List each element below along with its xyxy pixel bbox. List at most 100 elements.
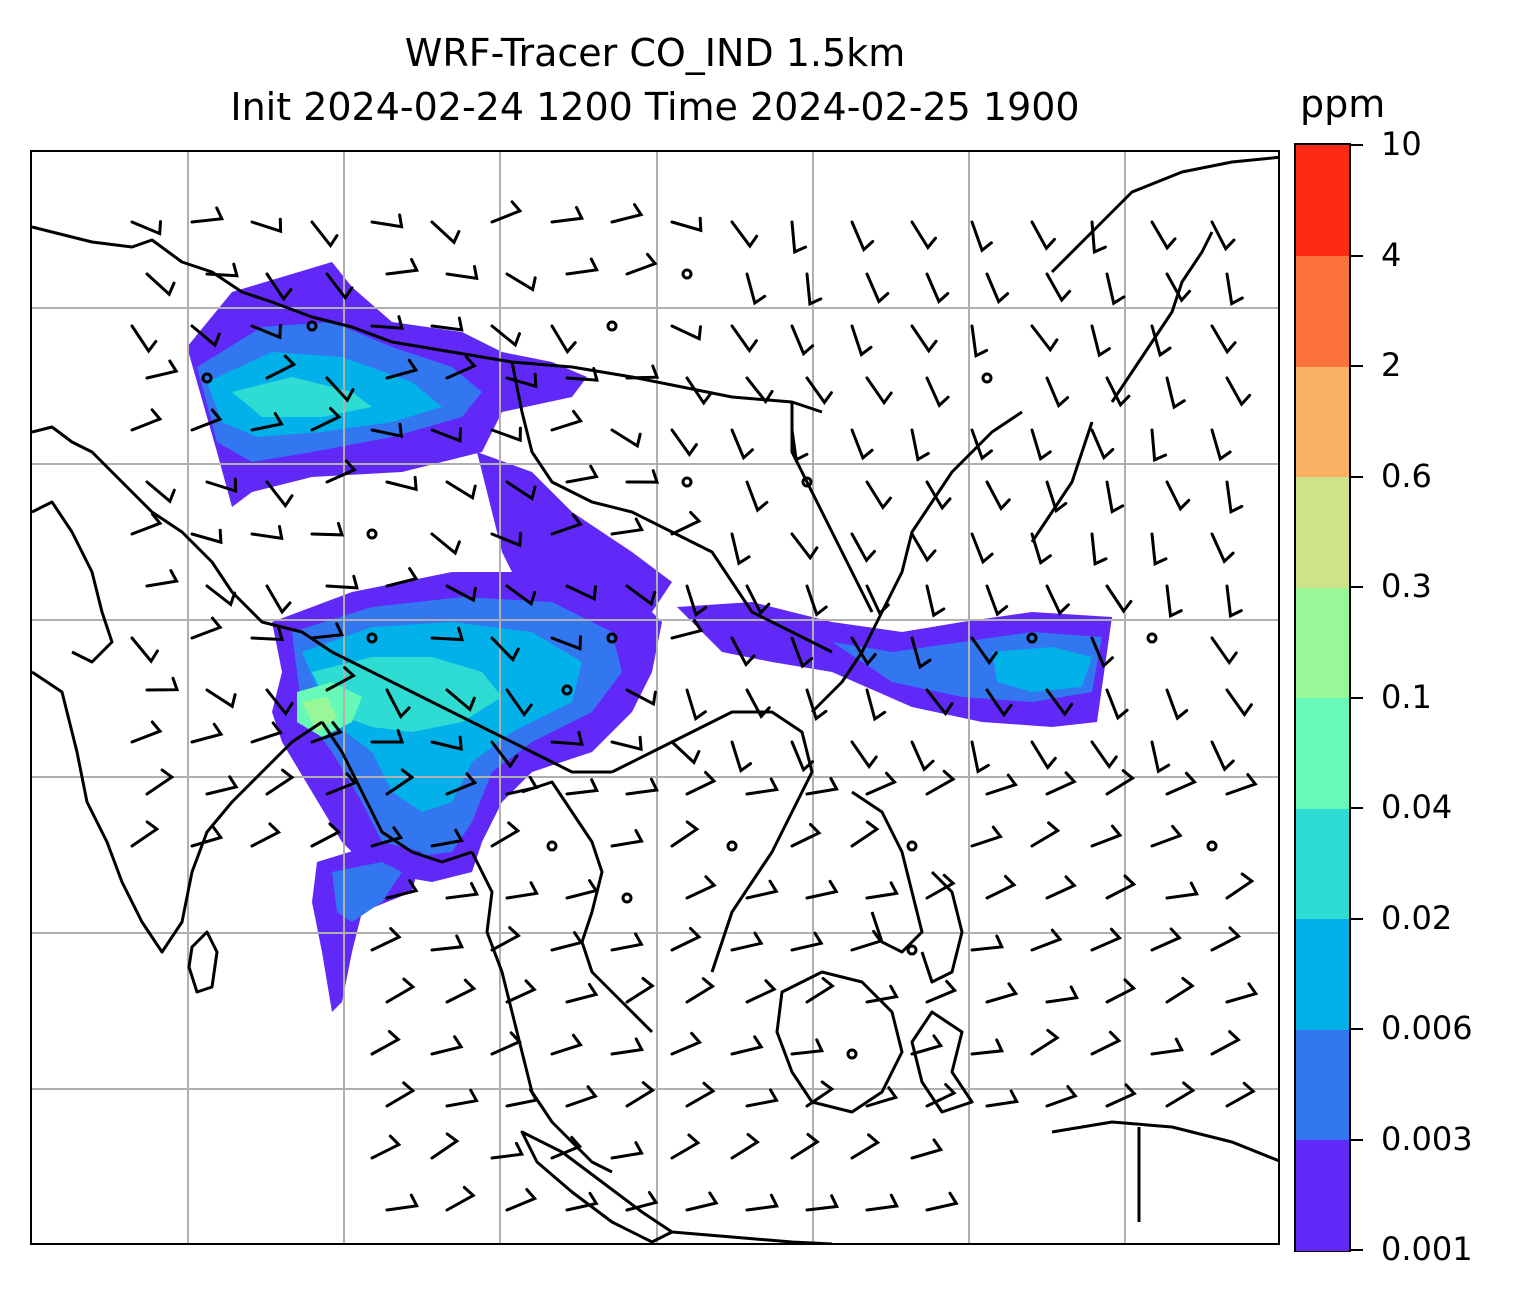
wind-barb: [1150, 428, 1168, 463]
wind-barb: [190, 408, 223, 432]
wind-barb: [910, 532, 937, 563]
wind-barb: [490, 426, 522, 443]
wind-barb: [1225, 688, 1253, 718]
wind-barb: [1030, 928, 1063, 952]
wind-barb: [325, 772, 358, 796]
wind-barb: [550, 409, 584, 432]
wind-barb: [1105, 272, 1126, 306]
wind-barb: [685, 875, 717, 900]
wind-barb: [865, 881, 899, 900]
wind-barb: [610, 829, 644, 848]
coastline: [520, 1130, 674, 1243]
calm-wind-circle: [681, 268, 693, 280]
wind-barb: [1030, 532, 1052, 566]
wind-barb: [445, 1088, 479, 1108]
wind-barb: [610, 932, 644, 952]
wind-barb: [190, 324, 221, 348]
wind-barb: [1045, 272, 1072, 303]
wind-barb: [910, 636, 932, 670]
wind-barb: [310, 622, 345, 640]
coastline: [320, 721, 473, 864]
wind-barb: [445, 480, 477, 501]
wind-barb: [730, 1035, 764, 1056]
colorbar-tick-label: 0.6: [1381, 456, 1432, 495]
colorbar-tick: [1351, 1028, 1363, 1030]
coastline: [1030, 421, 1094, 543]
wind-barb: [610, 428, 642, 449]
wind-barb: [550, 731, 584, 746]
wind-barb: [925, 1083, 957, 1108]
wind-barb: [385, 358, 419, 380]
wind-barb: [670, 1133, 701, 1160]
wind-barb: [550, 206, 585, 224]
coastline: [1110, 231, 1214, 403]
wind-barb: [565, 464, 599, 484]
colorbar-tick: [1351, 475, 1363, 478]
wind-barb: [130, 720, 163, 744]
wind-barb: [430, 934, 465, 952]
wind-barb: [985, 773, 1018, 796]
wind-barb: [190, 616, 223, 640]
colorbar-segment: [1296, 1029, 1349, 1140]
colorbar-tick-label: 0.001: [1381, 1230, 1473, 1268]
wind-barb: [385, 1193, 419, 1212]
wind-barb: [625, 976, 655, 1004]
wind-barb: [625, 252, 658, 276]
wind-barb: [1150, 824, 1183, 848]
calm-wind-circle: [1206, 840, 1218, 852]
wind-barb: [1045, 875, 1077, 900]
colorbar-tick: [1351, 807, 1363, 809]
wind-barb: [565, 982, 599, 1004]
wind-barb: [445, 772, 478, 796]
wind-barb: [1105, 978, 1137, 1004]
wind-barb: [145, 676, 180, 692]
colorbar-segment: [1296, 476, 1349, 588]
wind-barb: [1210, 1030, 1241, 1056]
wind-barb: [265, 480, 294, 509]
wind-barb: [1165, 584, 1183, 619]
wind-barb: [505, 584, 537, 607]
wind-barb: [430, 316, 464, 332]
wind-barb: [610, 1141, 644, 1160]
wind-barb: [205, 584, 237, 607]
wind-barb: [130, 636, 159, 664]
coastline: [187, 930, 219, 994]
wind-barb: [505, 979, 537, 1004]
wind-barb: [205, 262, 239, 278]
wind-barb: [850, 820, 880, 848]
wind-barb: [925, 688, 954, 717]
wind-barb: [925, 376, 950, 408]
wind-barb: [1045, 584, 1070, 616]
wind-barb: [745, 480, 769, 513]
wind-barb: [745, 688, 771, 719]
colorbar-tick-label: 0.1: [1381, 677, 1432, 716]
calm-wind-circle: [561, 684, 573, 696]
wind-barb: [1090, 324, 1111, 358]
wind-barb: [1045, 985, 1079, 1004]
wind-barb: [430, 828, 464, 848]
wind-barb: [325, 459, 357, 484]
wind-barb: [550, 513, 583, 536]
wind-barb: [505, 688, 533, 718]
wind-barb: [745, 1193, 779, 1212]
wind-barb: [1045, 771, 1077, 796]
wind-barb: [1165, 771, 1198, 796]
wind-barb: [505, 881, 539, 900]
colorbar-segment: [1296, 255, 1349, 367]
wind-barb: [190, 206, 225, 224]
wind-barb: [850, 532, 876, 563]
wind-barb: [445, 355, 477, 380]
wind-barb: [610, 735, 643, 752]
wind-barb: [370, 729, 405, 744]
wind-barb: [685, 1191, 719, 1212]
wind-barb: [1090, 927, 1123, 952]
wind-barb: [685, 376, 713, 406]
wind-barb: [385, 879, 419, 900]
wind-barb: [250, 323, 282, 340]
wind-barb: [1165, 376, 1186, 410]
colorbar-tick-label: 0.04: [1381, 788, 1453, 826]
wind-barb: [730, 220, 759, 249]
wind-barb: [1165, 688, 1189, 721]
coastline: [521, 780, 654, 1034]
wind-barb: [1210, 428, 1232, 462]
